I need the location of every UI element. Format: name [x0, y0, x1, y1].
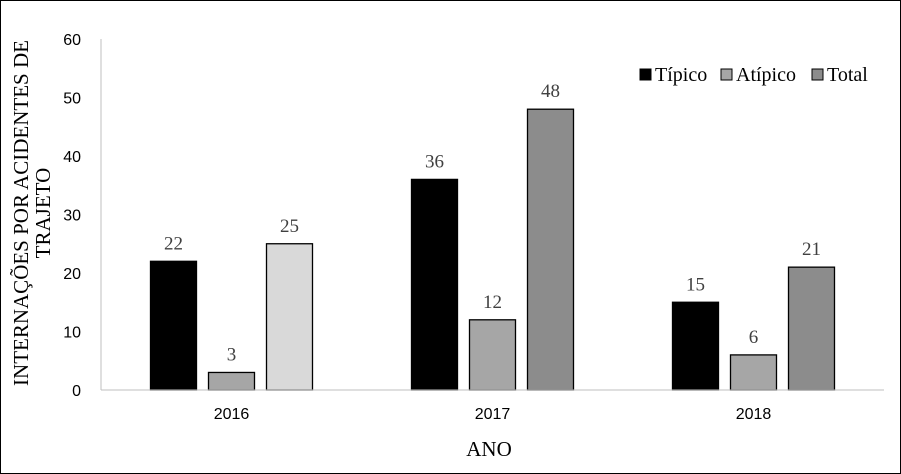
y-axis-title-line-2: TRAJETO [31, 168, 55, 259]
y-axis: 0 10 20 30 40 50 60 [63, 32, 102, 400]
x-tick-label: 2018 [736, 406, 772, 423]
y-tick-label: 0 [72, 383, 81, 400]
y-tick-label: 60 [63, 32, 81, 49]
y-tick-label: 40 [63, 149, 81, 166]
data-label: 12 [483, 292, 502, 313]
legend-swatch-total [811, 68, 824, 81]
y-tick-label: 30 [63, 208, 81, 225]
data-label: 36 [425, 151, 444, 172]
legend-swatch-atípico [720, 68, 733, 81]
y-tick-label: 10 [63, 325, 81, 342]
data-label: 21 [802, 239, 821, 260]
legend-label: Típico [655, 64, 707, 86]
data-labels: 22 3 25 36 12 48 15 6 21 [164, 81, 821, 365]
bar-2017-total [526, 108, 575, 391]
bar-2017-típico [410, 178, 459, 391]
x-tick-label: 2017 [475, 406, 511, 423]
data-label: 3 [227, 344, 237, 365]
bar-2018-total [787, 266, 836, 391]
bar-2017-atípico [468, 319, 517, 391]
x-axis-title: ANO [466, 437, 512, 461]
bar-2018-atípico [729, 354, 778, 391]
x-axis-ticks: 2016 2017 2018 [214, 406, 772, 423]
y-tick-label: 20 [63, 266, 81, 283]
x-tick-label: 2016 [214, 406, 250, 423]
data-label: 48 [541, 81, 560, 102]
data-label: 15 [686, 274, 705, 295]
bar-2018-típico [671, 301, 720, 391]
bar-2016-típico [149, 260, 198, 391]
legend-label: Atípico [736, 64, 796, 86]
y-tick-label: 50 [63, 91, 81, 108]
data-label: 25 [280, 216, 299, 237]
legend-swatch-típico [639, 68, 652, 81]
legend: Típico Atípico Total [639, 64, 868, 86]
bars [149, 108, 836, 391]
y-axis-title: INTERNAÇÕES POR ACIDENTES DE TRAJETO [9, 40, 55, 386]
y-axis-title-line-1: INTERNAÇÕES POR ACIDENTES DE [9, 40, 33, 386]
data-label: 6 [749, 327, 759, 348]
bar-2016-atípico [207, 371, 256, 391]
legend-label: Total [827, 64, 868, 86]
bar-2016-total [265, 243, 314, 391]
data-label: 22 [164, 233, 183, 254]
